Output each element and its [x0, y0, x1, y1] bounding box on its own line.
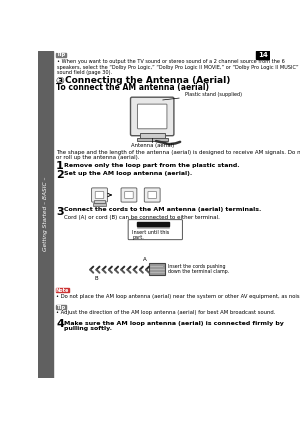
Text: Connecting the Antenna (Aerial): Connecting the Antenna (Aerial)	[64, 76, 230, 85]
Bar	[56, 53, 66, 57]
Text: • Do not place the AM loop antenna (aerial) near the system or other AV equipmen: • Do not place the AM loop antenna (aeri…	[56, 294, 300, 298]
Text: • When you want to output the TV sound or stereo sound of a 2 channel source fro: • When you want to output the TV sound o…	[57, 59, 298, 75]
FancyBboxPatch shape	[144, 188, 160, 202]
Text: Tip: Tip	[56, 305, 66, 309]
Text: Set up the AM loop antenna (aerial).: Set up the AM loop antenna (aerial).	[64, 171, 192, 176]
Text: Make sure the AM loop antenna (aerial) is connected firmly by pulling softly.: Make sure the AM loop antenna (aerial) i…	[64, 320, 284, 332]
FancyBboxPatch shape	[137, 104, 167, 129]
Bar	[56, 305, 66, 309]
Text: Remove only the loop part from the plastic stand.: Remove only the loop part from the plast…	[64, 163, 239, 167]
Bar	[38, 51, 53, 378]
Text: A: A	[143, 257, 147, 262]
Bar	[92, 204, 106, 206]
Text: • Adjust the direction of the AM loop antenna (aerial) for best AM broadcast sou: • Adjust the direction of the AM loop an…	[56, 311, 275, 315]
Text: Cord (A) or cord (B) can be connected to either terminal.: Cord (A) or cord (B) can be connected to…	[64, 215, 220, 220]
Text: Note: Note	[56, 288, 69, 292]
Text: 2: 2	[56, 170, 64, 180]
FancyBboxPatch shape	[121, 188, 137, 202]
Text: 14: 14	[258, 52, 268, 58]
Bar	[140, 133, 165, 138]
Text: Getting Started – BASIC –: Getting Started – BASIC –	[43, 177, 48, 252]
FancyBboxPatch shape	[92, 188, 107, 202]
Text: Insert the cords pushing
down the terminal clamp.: Insert the cords pushing down the termin…	[168, 264, 229, 274]
Text: ③: ③	[56, 76, 68, 86]
FancyBboxPatch shape	[128, 220, 182, 240]
Text: Connect the cords to the AM antenna (aerial) terminals.: Connect the cords to the AM antenna (aer…	[64, 207, 261, 212]
Text: 1: 1	[56, 161, 64, 171]
Bar	[149, 263, 165, 275]
Text: Antenna (aerial): Antenna (aerial)	[130, 143, 174, 148]
Bar	[256, 51, 270, 60]
Bar	[137, 138, 168, 141]
Text: The shape and the length of the antenna (aerial) is designed to receive AM signa: The shape and the length of the antenna …	[56, 150, 300, 160]
FancyBboxPatch shape	[130, 97, 174, 136]
FancyBboxPatch shape	[148, 192, 157, 198]
Bar	[56, 288, 68, 292]
Bar	[137, 222, 169, 226]
Text: Tip: Tip	[56, 52, 66, 57]
Text: Plastic stand (supplied): Plastic stand (supplied)	[163, 92, 242, 100]
Bar	[94, 200, 105, 204]
Text: Insert until this
part.: Insert until this part.	[132, 230, 169, 241]
FancyBboxPatch shape	[95, 192, 104, 198]
FancyBboxPatch shape	[125, 192, 133, 198]
Text: 3: 3	[56, 207, 64, 217]
Text: 4: 4	[56, 319, 64, 329]
Text: B: B	[94, 276, 98, 281]
Text: To connect the AM antenna (aerial): To connect the AM antenna (aerial)	[56, 83, 209, 92]
